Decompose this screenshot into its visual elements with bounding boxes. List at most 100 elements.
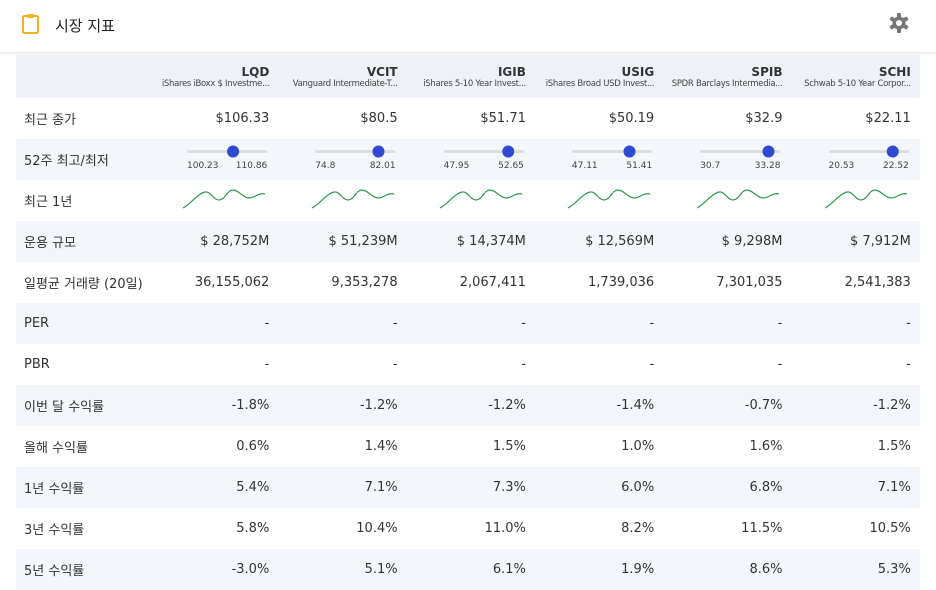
range-track xyxy=(443,145,524,158)
range-track xyxy=(187,145,268,158)
cell-value: 1.0% xyxy=(621,439,655,454)
cell-value: $50.19 xyxy=(608,111,655,126)
range-low: 47.95 xyxy=(443,161,470,171)
cell-value: - xyxy=(649,316,655,331)
settings-button[interactable] xyxy=(888,12,910,34)
cell-value: -1.2% xyxy=(873,398,911,413)
table-row: 운용 규모 $ 28,752M $ 51,239M $ 14,374M $ 12,569… xyxy=(16,221,920,262)
cell-value: 1.5% xyxy=(877,439,911,454)
column-header: USIG iShares Broad USD Invest... xyxy=(530,55,654,98)
cell-value: 5.3% xyxy=(877,562,911,577)
fund-name: iShares Broad USD Invest... xyxy=(545,78,655,89)
sparkline xyxy=(568,189,651,209)
cell-value: 6.0% xyxy=(621,480,655,495)
cell-value: - xyxy=(521,316,526,331)
cell-value: 1.5% xyxy=(492,439,526,454)
cell-value: $106.33 xyxy=(215,111,270,126)
row-label: 일평균 거래량 (20일) xyxy=(24,277,143,292)
cell-value: 11.5% xyxy=(741,521,783,536)
cell-value: 5.1% xyxy=(364,562,398,577)
fund-name: Vanguard Intermediate-T... xyxy=(292,78,398,89)
sparkline-path xyxy=(824,189,907,209)
ticker: VCIT xyxy=(366,64,398,79)
table-row: PBR - - - - - - xyxy=(16,344,920,385)
range-slider: 47.11 51.41 xyxy=(530,139,654,180)
cell-value: - xyxy=(392,357,398,372)
cell-value: - xyxy=(777,316,783,331)
sparkline xyxy=(696,189,779,209)
table-row: 5년 수익률 -3.0% 5.1% 6.1% 1.9% 8.6% 5.3% xyxy=(16,549,920,590)
range-track xyxy=(571,145,653,158)
row-label: 최근 1년 xyxy=(24,195,73,210)
cell-value: -1.4% xyxy=(616,398,655,413)
cell-value: 11.0% xyxy=(484,521,526,536)
header-row: LQD iShares iBoxx $ Investme... VCIT Vangua… xyxy=(16,55,920,98)
range-high: 51.41 xyxy=(626,161,653,171)
cell-value: 7.3% xyxy=(492,480,526,495)
cell-value: 8.6% xyxy=(749,562,783,577)
range-slider: 20.53 22.52 xyxy=(787,139,911,180)
slider-knob xyxy=(886,145,899,158)
sparkline xyxy=(439,189,523,209)
range-track xyxy=(828,145,909,158)
table-row: 52주 최고/최저 100.23 110.86 74.8 82.01 47.95 52.65… xyxy=(16,139,920,180)
range-track xyxy=(315,145,396,158)
table-row: 이번 달 수익률 -1.8% -1.2% -1.2% -1.4% -0.7% -1.2% xyxy=(16,385,920,426)
cell-value: 10.4% xyxy=(356,521,398,536)
cell-value: $ 9,298M xyxy=(721,234,783,249)
cell-value: 2,067,411 xyxy=(459,275,526,290)
table-row: 올해 수익률 0.6% 1.4% 1.5% 1.0% 1.6% 1.5% xyxy=(16,426,920,467)
ticker: IGIB xyxy=(497,64,526,79)
cell-value: 36,155,062 xyxy=(194,275,270,290)
ticker: SPIB xyxy=(751,64,783,79)
cell-value: 2,541,383 xyxy=(844,275,911,290)
range-high: 33.28 xyxy=(754,161,781,171)
cell-value: 8.2% xyxy=(621,521,655,536)
row-label: 운용 규모 xyxy=(24,236,76,251)
cell-value: $ 14,374M xyxy=(456,234,526,249)
column-header: SCHI Schwab 5-10 Year Corpor... xyxy=(787,55,911,98)
slider-knob xyxy=(623,145,636,158)
fund-name: SPDR Barclays Intermedia... xyxy=(671,78,783,89)
cell-value: -0.7% xyxy=(744,398,783,413)
cell-value: $22.11 xyxy=(865,111,911,126)
table-row: PER - - - - - - xyxy=(16,303,920,344)
row-label: 최근 종가 xyxy=(24,113,76,128)
cell-value: $ 7,912M xyxy=(849,234,911,249)
slider-knob xyxy=(372,145,385,158)
fund-name: Schwab 5-10 Year Corpor... xyxy=(804,78,911,89)
cell-value: 7.1% xyxy=(877,480,911,495)
cell-value: -1.2% xyxy=(359,398,398,413)
table-row: 최근 종가 $106.33 $80.5 $51.71 $50.19 $32.9 $22.11 xyxy=(16,98,920,139)
cell-value: $51.71 xyxy=(480,111,526,126)
cell-value: $80.5 xyxy=(360,111,398,126)
row-label: 52주 최고/최저 xyxy=(24,154,109,169)
slider-knob xyxy=(227,145,240,158)
top-bar: 시장 지표 xyxy=(0,0,936,52)
cell-value: 7.1% xyxy=(364,480,398,495)
column-header: VCIT Vanguard Intermediate-T... xyxy=(273,55,398,98)
row-label: 5년 수익률 xyxy=(24,564,85,579)
cell-value: 1,739,036 xyxy=(588,275,655,290)
sparkline-path xyxy=(183,189,266,209)
range-high: 52.65 xyxy=(498,161,524,171)
slider-knob xyxy=(762,145,775,158)
slider-knob xyxy=(501,145,514,158)
cell-value: 9,353,278 xyxy=(331,275,398,290)
range-slider: 74.8 82.01 xyxy=(273,139,397,180)
cell-value: - xyxy=(906,357,911,372)
cell-value: 7,301,035 xyxy=(716,275,783,290)
cell-value: 5.4% xyxy=(236,480,270,495)
track xyxy=(571,150,653,153)
range-low: 20.53 xyxy=(828,161,855,171)
cell-value: $ 51,239M xyxy=(328,234,398,249)
sparkline xyxy=(183,189,266,209)
table-row: 일평균 거래량 (20일) 36,155,062 9,353,278 2,067,41… xyxy=(16,262,920,303)
row-label: 3년 수익률 xyxy=(24,523,85,538)
cell-value: 5.8% xyxy=(236,521,270,536)
cell-value: - xyxy=(521,357,526,372)
cell-value: -1.2% xyxy=(488,398,526,413)
ticker: SCHI xyxy=(878,64,911,79)
track xyxy=(700,150,781,153)
ticker: USIG xyxy=(621,64,655,79)
